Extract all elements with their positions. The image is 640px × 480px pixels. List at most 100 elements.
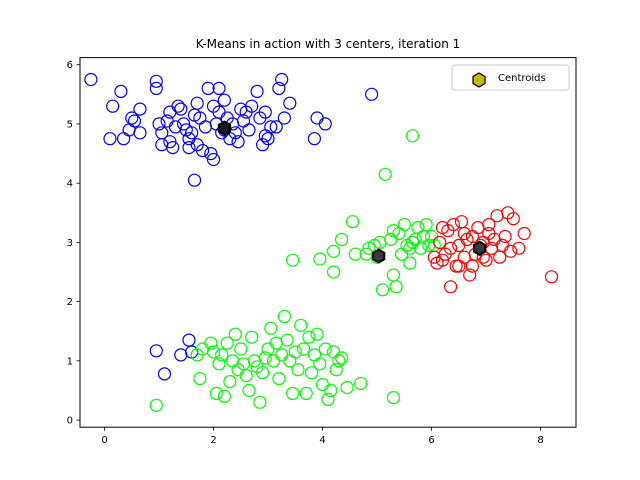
- data-point: [250, 84, 264, 99]
- data-point: [324, 383, 338, 398]
- data-point: [264, 321, 278, 335]
- data-point: [313, 357, 327, 371]
- data-point: [318, 342, 332, 356]
- data-point: [498, 229, 512, 244]
- data-point: [149, 344, 163, 358]
- data-point: [234, 342, 248, 356]
- data-point: [212, 357, 226, 371]
- data-point: [245, 330, 259, 344]
- data-point: [149, 74, 163, 88]
- data-point: [149, 398, 163, 412]
- data-point: [253, 395, 267, 409]
- data-point: [217, 389, 231, 403]
- data-point: [321, 392, 335, 406]
- data-point: [133, 126, 147, 140]
- data-point: [479, 253, 493, 267]
- data-point: [326, 265, 341, 279]
- data-point: [220, 336, 234, 350]
- data-point: [127, 114, 142, 128]
- data-point: [457, 226, 471, 241]
- data-point: [245, 99, 259, 113]
- data-point: [206, 99, 221, 113]
- data-point: [296, 342, 311, 356]
- data-point: [482, 218, 496, 232]
- data-point: [335, 351, 349, 365]
- centroid-marker: [472, 240, 487, 256]
- data-point: [435, 253, 450, 267]
- data-point: [504, 244, 518, 258]
- data-point: [340, 380, 354, 395]
- data-point: [302, 330, 316, 344]
- data-point: [354, 376, 368, 390]
- data-point: [187, 173, 202, 187]
- data-point: [348, 247, 362, 261]
- data-point: [269, 120, 283, 134]
- centroid-marker: [217, 120, 232, 136]
- data-point: [206, 152, 221, 167]
- data-point: [286, 386, 300, 400]
- data-point: [517, 226, 531, 241]
- data-point: [277, 309, 291, 323]
- data-point: [446, 218, 460, 232]
- data-point: [365, 87, 379, 101]
- data-point: [362, 241, 376, 255]
- legend: Centroids: [451, 64, 570, 91]
- data-point: [239, 369, 253, 383]
- axes-layer: 0 2 4 6 8 0 1 2 3 4 5 6: [67, 60, 544, 446]
- data-point: [217, 93, 231, 107]
- data-point: [444, 280, 458, 294]
- data-point: [201, 81, 215, 96]
- data-point: [433, 235, 447, 249]
- data-point: [332, 354, 346, 368]
- data-point: [280, 333, 294, 347]
- data-point: [157, 367, 172, 381]
- data-point: [397, 218, 411, 232]
- data-point: [275, 72, 289, 87]
- data-point: [258, 351, 272, 365]
- data-point: [231, 135, 245, 149]
- data-point: [215, 348, 229, 362]
- data-point: [84, 72, 98, 87]
- data-point: [174, 102, 188, 116]
- data-point: [152, 117, 166, 131]
- points-layer: [84, 72, 559, 412]
- data-point: [512, 241, 526, 255]
- data-point: [378, 167, 392, 181]
- data-point: [313, 252, 327, 266]
- data-point: [444, 241, 458, 255]
- data-point: [389, 280, 403, 294]
- centroid-marker: [372, 248, 386, 264]
- x-tick-label: 8: [537, 435, 543, 446]
- data-point: [283, 96, 297, 110]
- data-point: [206, 345, 221, 359]
- data-point: [196, 144, 210, 158]
- data-point: [177, 117, 191, 131]
- data-point: [264, 120, 278, 134]
- data-point: [209, 386, 223, 400]
- y-tick-label: 0: [67, 416, 73, 427]
- data-point: [171, 99, 185, 113]
- data-point: [166, 141, 180, 155]
- x-tick-label: 2: [210, 435, 216, 446]
- y-tick-label: 6: [67, 60, 73, 71]
- data-point: [405, 129, 420, 143]
- data-point: [465, 259, 479, 273]
- data-point: [307, 132, 321, 146]
- legend-label-centroids: Centroids: [498, 73, 546, 84]
- data-point: [182, 141, 196, 155]
- data-point: [103, 132, 117, 146]
- data-point: [242, 123, 256, 137]
- data-point: [386, 391, 400, 405]
- y-tick-label: 1: [67, 356, 73, 367]
- data-point: [288, 345, 302, 359]
- x-tick-label: 6: [428, 435, 434, 446]
- data-point: [299, 386, 313, 400]
- y-tick-label: 4: [67, 179, 73, 190]
- legend-centroid-marker: [472, 72, 486, 88]
- chart-title: K-Means in action with 3 centers, iterat…: [196, 37, 461, 51]
- data-point: [403, 241, 417, 255]
- data-point: [256, 366, 270, 380]
- data-point: [544, 270, 559, 284]
- data-point: [149, 81, 163, 96]
- data-point: [277, 111, 291, 125]
